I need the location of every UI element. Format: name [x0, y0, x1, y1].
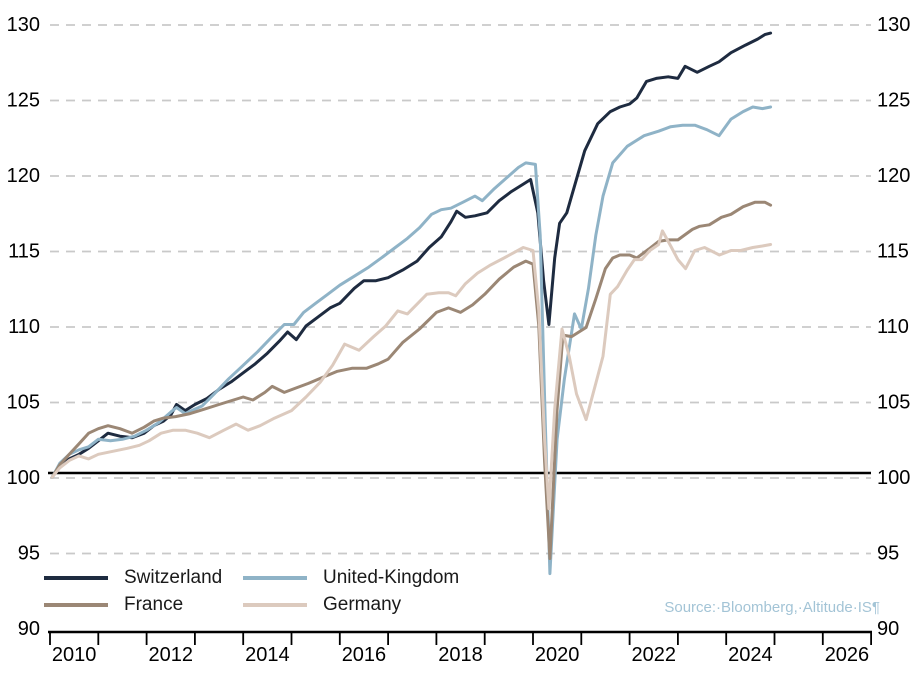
y-axis-label-right: 125 [877, 90, 910, 112]
series-line-united-kingdom [50, 105, 773, 576]
y-axis-label-left: 130 [7, 14, 40, 36]
source-note: Source:·Bloomberg,·Altitude·IS¶ [664, 599, 880, 616]
y-axis-label-left: 125 [7, 90, 40, 112]
x-axis-label: 2016 [342, 644, 387, 666]
y-axis-label-right: 120 [877, 165, 910, 187]
y-axis-label-left: 110 [8, 316, 40, 338]
y-axis-label-right: 110 [877, 316, 909, 338]
y-axis-label-right: 95 [877, 543, 899, 565]
y-axis-label-left: 100 [7, 467, 40, 489]
x-axis-label: 2012 [149, 644, 194, 666]
x-axis-label: 2018 [438, 644, 483, 666]
x-axis-label: 2014 [245, 644, 290, 666]
y-axis-label-left: 105 [7, 392, 40, 414]
y-axis-label-left: 120 [7, 165, 40, 187]
series-line-germany [50, 229, 773, 511]
x-axis-label: 2022 [632, 644, 677, 666]
y-axis-label-right: 130 [877, 14, 910, 36]
y-axis-label-left: 115 [8, 241, 40, 263]
y-axis-label-right: 115 [877, 241, 909, 263]
y-axis-label-left: 90 [18, 618, 40, 640]
y-axis-label-right: 100 [877, 467, 910, 489]
y-axis-label-right: 90 [877, 618, 899, 640]
x-axis-label: 2020 [535, 644, 580, 666]
y-axis-label-left: 95 [18, 543, 40, 565]
x-axis-label: 2026 [825, 644, 870, 666]
x-axis-label: 2010 [52, 644, 97, 666]
y-axis-label-right: 105 [877, 392, 910, 414]
x-axis-label: 2024 [728, 644, 773, 666]
series-line-france [50, 200, 773, 560]
